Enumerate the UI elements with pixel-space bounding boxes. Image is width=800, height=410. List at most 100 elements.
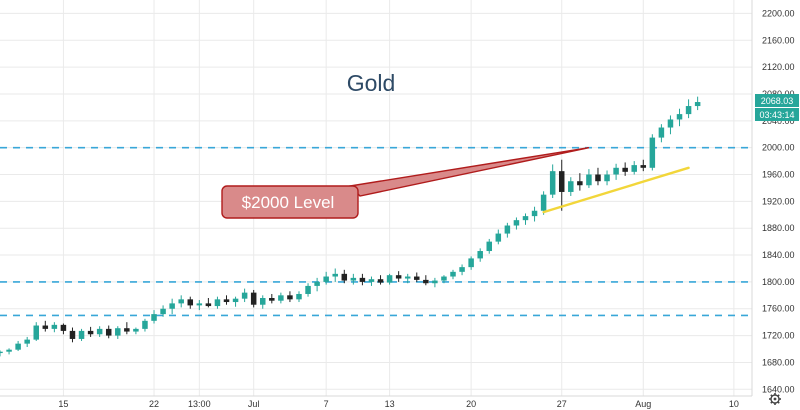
- candle-body: [386, 275, 393, 283]
- price-tick-label: 2200.00: [762, 8, 795, 18]
- time-tick-label: 22: [149, 399, 159, 409]
- candle-body: [640, 165, 647, 168]
- candle-body: [414, 276, 420, 280]
- candle-body: [78, 330, 85, 339]
- time-tick-label: 27: [557, 399, 567, 409]
- candle-body: [631, 165, 637, 172]
- annotation-callout[interactable]: $2000 Level: [221, 146, 590, 219]
- candle-body: [259, 298, 266, 305]
- candle-body: [649, 137, 656, 168]
- candle-body: [169, 303, 175, 309]
- countdown-value: 03:43:14: [759, 110, 794, 120]
- candle-body: [287, 295, 293, 300]
- candle-body: [568, 181, 574, 192]
- candle-body: [232, 298, 239, 303]
- time-tick-label: Jul: [248, 399, 260, 409]
- price-tick-label: 1960.00: [762, 170, 795, 180]
- price-axis[interactable]: 1640.00 1680.00 1720.00 1760.00 1800.00 1840.…: [762, 8, 795, 394]
- candle-body: [350, 277, 357, 281]
- time-tick-label: 13: [385, 399, 395, 409]
- price-tick-label: 1840.00: [762, 250, 795, 260]
- candle-body: [160, 308, 166, 315]
- time-tick-label: Aug: [635, 399, 651, 409]
- candle-body: [368, 279, 375, 282]
- price-tick-label: 1920.00: [762, 196, 795, 206]
- candle-body: [423, 279, 429, 284]
- candle-body: [205, 303, 212, 307]
- time-tick-label: 10: [729, 399, 739, 409]
- candle-body: [531, 210, 538, 217]
- candle-body: [676, 114, 683, 120]
- candle-body: [133, 328, 139, 332]
- candle-body: [586, 174, 592, 186]
- candle-body: [24, 339, 30, 344]
- candle-body: [0, 351, 3, 354]
- settings-gear-icon[interactable]: [769, 393, 781, 405]
- candle-body: [477, 251, 483, 259]
- candle-body: [250, 292, 257, 305]
- candle-body: [432, 280, 438, 284]
- time-tick-label: 7: [324, 399, 329, 409]
- price-tick-label: 1680.00: [762, 357, 795, 367]
- candle-body: [613, 167, 619, 175]
- trendline[interactable]: [542, 166, 690, 214]
- candle-body: [495, 233, 502, 242]
- candle-body: [187, 299, 194, 306]
- candle-body: [305, 285, 311, 294]
- candle-body: [522, 216, 529, 221]
- candle-body: [269, 298, 275, 301]
- candle-body: [278, 295, 284, 301]
- candle-body: [513, 220, 520, 226]
- candle-body: [341, 273, 348, 281]
- candle-body: [323, 276, 329, 282]
- candle-body: [223, 299, 230, 303]
- candle-body: [549, 171, 556, 195]
- candle-body: [359, 277, 366, 282]
- candle-body: [395, 275, 402, 279]
- candle-body: [658, 127, 665, 138]
- candle-body: [296, 293, 302, 300]
- annotation-box: [221, 185, 359, 219]
- candle-body: [450, 271, 456, 277]
- candle-body: [196, 303, 203, 306]
- price-tick-label: 1800.00: [762, 277, 795, 287]
- candle-body: [151, 314, 157, 321]
- candle-body: [60, 324, 67, 331]
- time-tick-label: 20: [466, 399, 476, 409]
- candle-body: [142, 320, 148, 329]
- last-price-badge-bg: [755, 94, 799, 107]
- time-tick-label: 15: [58, 399, 68, 409]
- candle-body: [241, 292, 248, 299]
- candle-body: [105, 328, 112, 336]
- price-tick-label: 2120.00: [762, 62, 795, 72]
- candle-body: [441, 276, 447, 281]
- candle-body: [595, 174, 601, 182]
- price-tick-label: 1640.00: [762, 384, 795, 394]
- candle-body: [504, 225, 511, 234]
- candle-body: [667, 119, 674, 128]
- candle-body: [685, 106, 692, 115]
- support-trendline[interactable]: [542, 166, 690, 214]
- candle-body: [486, 241, 493, 252]
- price-tick-label: 2160.00: [762, 35, 795, 45]
- candle-body: [332, 273, 338, 277]
- candle-body: [124, 328, 130, 332]
- candle-body: [540, 194, 547, 211]
- candle-body: [178, 299, 184, 304]
- candle-body: [604, 174, 610, 182]
- candle-body: [468, 258, 474, 268]
- candle-body: [115, 328, 121, 336]
- time-tick-label: 13:00: [188, 399, 211, 409]
- price-tick-label: 1880.00: [762, 223, 795, 233]
- candle-body: [33, 325, 39, 340]
- time-axis[interactable]: 15 22 13:00 Jul 7 13 20 27 Aug 10: [58, 399, 738, 409]
- candle-body: [51, 324, 58, 329]
- candle-body: [314, 281, 320, 286]
- candle-body: [6, 349, 12, 352]
- annotation-label: $2000 Level: [242, 193, 335, 212]
- horizontal-levels[interactable]: [0, 146, 752, 317]
- price-tick-label: 2080.00: [762, 89, 795, 99]
- last-price-value: 2068.03: [761, 96, 794, 106]
